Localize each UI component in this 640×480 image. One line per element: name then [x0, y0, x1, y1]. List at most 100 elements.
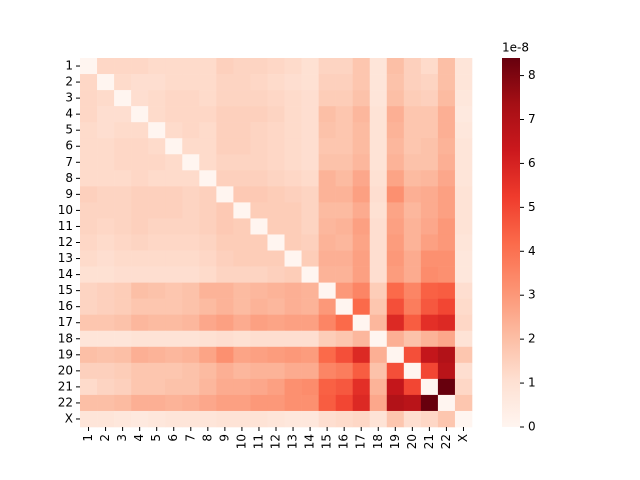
heatmap-cell — [284, 314, 302, 332]
heatmap-cell — [284, 186, 302, 203]
heatmap-cell — [284, 218, 302, 235]
heatmap-cell — [420, 218, 439, 235]
heatmap-cell — [131, 282, 149, 299]
heatmap-cell — [250, 58, 268, 75]
y-tick-label: 6 — [65, 139, 73, 153]
heatmap-cell — [97, 74, 115, 91]
heatmap-cell — [437, 378, 456, 396]
heatmap-cell — [386, 266, 405, 283]
heatmap-cell — [352, 218, 371, 235]
y-tick-label: 3 — [65, 91, 73, 105]
heatmap-cell — [369, 154, 388, 171]
heatmap-cell — [318, 218, 336, 235]
heatmap-cell — [301, 378, 319, 396]
heatmap-cell — [131, 186, 149, 203]
heatmap-cell — [80, 218, 98, 235]
heatmap-cell — [216, 218, 234, 235]
heatmap-cell — [386, 122, 405, 139]
heatmap-cell — [386, 170, 405, 187]
heatmap-cell — [454, 362, 473, 380]
heatmap-cell — [182, 202, 200, 219]
heatmap-cell — [301, 170, 319, 187]
heatmap-cell — [284, 138, 302, 155]
heatmap-cell — [216, 234, 234, 251]
heatmap-cell — [454, 90, 473, 107]
heatmap-cell — [165, 218, 183, 235]
y-tick-label: 12 — [58, 235, 73, 249]
x-tick-label: 20 — [405, 434, 419, 449]
heatmap-cell — [199, 410, 217, 428]
heatmap-cell — [148, 154, 166, 171]
heatmap-cell — [267, 378, 285, 396]
heatmap-cell — [131, 58, 149, 75]
heatmap-cell — [182, 234, 200, 251]
heatmap-cell — [182, 394, 200, 412]
heatmap-cell — [369, 282, 388, 299]
heatmap-cell — [352, 74, 371, 91]
heatmap-cell — [250, 314, 268, 332]
heatmap-cell — [403, 154, 422, 171]
heatmap-cell — [284, 202, 302, 219]
heatmap-cell — [199, 250, 217, 267]
heatmap-cell — [114, 234, 132, 251]
heatmap-cell — [182, 282, 200, 299]
heatmap-cell — [267, 410, 285, 428]
heatmap-cell — [97, 378, 115, 396]
heatmap-cell — [80, 58, 98, 75]
heatmap-cell — [97, 58, 115, 75]
heatmap-cell — [301, 90, 319, 107]
heatmap-cell — [114, 394, 132, 412]
heatmap-cell — [369, 170, 388, 187]
heatmap-cell — [148, 394, 166, 412]
heatmap-cell — [131, 170, 149, 187]
heatmap-cell — [182, 58, 200, 75]
heatmap-cell — [114, 74, 132, 91]
heatmap-cell — [335, 202, 353, 219]
heatmap-cell — [318, 362, 336, 380]
heatmap-cell — [97, 330, 115, 348]
x-tick-label: 13 — [286, 434, 300, 449]
heatmap-cell — [454, 186, 473, 203]
heatmap-cell — [80, 154, 98, 171]
heatmap-cell — [301, 394, 319, 412]
heatmap-cell — [403, 378, 422, 396]
y-tick-label: 19 — [58, 347, 73, 361]
heatmap-cell — [352, 122, 371, 139]
heatmap-cell — [233, 74, 251, 91]
heatmap-cell — [165, 266, 183, 283]
heatmap-cell — [216, 90, 234, 107]
heatmap-cell — [301, 250, 319, 267]
heatmap-cell — [267, 250, 285, 267]
heatmap-cell — [352, 266, 371, 283]
heatmap-cell — [199, 186, 217, 203]
y-tick-label: 9 — [65, 187, 73, 201]
heatmap-cell — [318, 346, 336, 364]
heatmap-cell — [250, 346, 268, 364]
heatmap-cell — [318, 394, 336, 412]
heatmap-cell — [403, 138, 422, 155]
heatmap-cell — [250, 218, 268, 235]
heatmap-cell — [437, 90, 456, 107]
heatmap-cell — [148, 186, 166, 203]
x-tick-label: 8 — [200, 434, 214, 442]
heatmap-cell — [182, 378, 200, 396]
heatmap-cell — [284, 122, 302, 139]
heatmap-cell — [318, 234, 336, 251]
heatmap-cell — [80, 138, 98, 155]
heatmap-cell — [216, 410, 234, 428]
heatmap-cell — [386, 154, 405, 171]
heatmap-cell — [131, 202, 149, 219]
heatmap-cell — [114, 170, 132, 187]
heatmap-cell — [233, 298, 251, 315]
heatmap-cell — [80, 122, 98, 139]
heatmap-cell — [420, 378, 439, 396]
heatmap-cell — [454, 170, 473, 187]
heatmap-cell — [267, 394, 285, 412]
heatmap-cell — [131, 250, 149, 267]
heatmap-cell — [352, 346, 371, 364]
heatmap-cell — [233, 122, 251, 139]
heatmap-cell — [80, 346, 98, 364]
heatmap-cell — [420, 154, 439, 171]
heatmap-cell — [148, 378, 166, 396]
heatmap-cell — [199, 314, 217, 332]
